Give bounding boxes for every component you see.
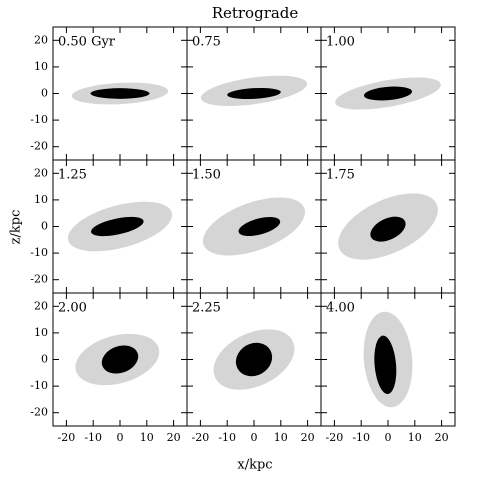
x-tick-label: -20 — [192, 431, 210, 444]
particle-core — [235, 342, 273, 377]
x-tick-label: -20 — [326, 431, 344, 444]
y-tick-label: 20 — [34, 33, 48, 46]
x-tick-label: -10 — [352, 431, 370, 444]
particle-core — [363, 86, 413, 101]
x-tick-label: 0 — [385, 431, 392, 444]
x-axis-label: x/kpc — [237, 458, 272, 473]
figure-title: Retrograde — [212, 4, 299, 22]
panel-marks — [200, 75, 308, 106]
panel-label: 1.50 — [192, 168, 221, 183]
panel-marks — [67, 201, 173, 252]
panel-label: 1.00 — [326, 35, 355, 50]
y-tick-label: 0 — [41, 87, 48, 100]
panel-label: 1.75 — [326, 168, 355, 183]
y-tick-label: -20 — [30, 140, 48, 153]
x-tick-label: 20 — [167, 431, 181, 444]
y-tick-label: 10 — [34, 326, 48, 339]
x-tick-label: 0 — [251, 431, 258, 444]
x-tick-label: -10 — [84, 431, 102, 444]
y-tick-label: 10 — [34, 60, 48, 73]
particle-core — [370, 216, 406, 242]
x-tick-label: 10 — [274, 431, 288, 444]
y-tick-label: 0 — [41, 220, 48, 233]
x-tick-label: 10 — [140, 431, 154, 444]
y-tick-label: -20 — [30, 406, 48, 419]
y-tick-label: 0 — [41, 353, 48, 366]
y-tick-label: 20 — [34, 299, 48, 312]
particle-core — [374, 335, 397, 394]
x-tick-label: -10 — [218, 431, 236, 444]
panel-marks — [213, 329, 295, 390]
particle-core — [227, 88, 281, 99]
y-axis-label: z/kpc — [9, 210, 24, 245]
particle-core — [90, 88, 150, 99]
particle-core — [91, 216, 144, 237]
x-tick-label: 0 — [117, 431, 124, 444]
panel-marks — [202, 197, 306, 256]
y-tick-label: -10 — [30, 246, 48, 259]
y-tick-label: 20 — [34, 166, 48, 179]
panel-label: 1.25 — [58, 168, 87, 183]
panel-label: 4.00 — [326, 301, 355, 316]
panel-label: 0.75 — [192, 35, 221, 50]
panel-marks — [75, 333, 160, 386]
x-tick-label: 20 — [301, 431, 315, 444]
panel-label: 2.00 — [58, 301, 87, 316]
y-tick-label: 10 — [34, 193, 48, 206]
x-tick-label: -20 — [58, 431, 76, 444]
y-tick-label: -20 — [30, 273, 48, 286]
x-tick-label: 10 — [408, 431, 422, 444]
panel-marks — [363, 311, 413, 408]
particle-core — [101, 345, 139, 374]
panel-marks — [71, 82, 169, 105]
panel-label: 0.50 Gyr — [58, 35, 116, 50]
panel-label: 2.25 — [192, 301, 221, 316]
panel-marks — [335, 77, 441, 110]
y-tick-label: -10 — [30, 379, 48, 392]
x-tick-label: 20 — [435, 431, 449, 444]
particle-core — [238, 217, 281, 236]
y-tick-label: -10 — [30, 113, 48, 126]
panel-marks — [338, 193, 438, 260]
